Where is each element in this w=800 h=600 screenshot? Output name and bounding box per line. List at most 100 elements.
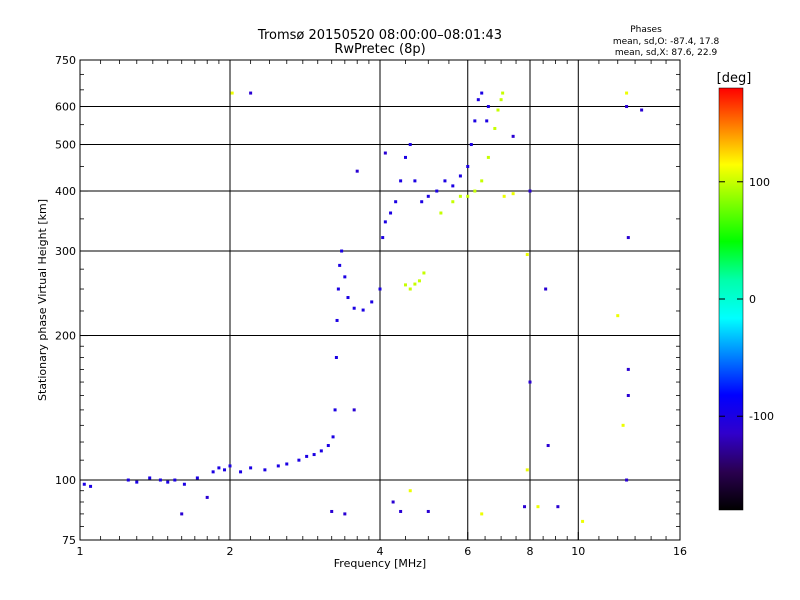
data-point [182, 482, 186, 486]
data-point [626, 367, 630, 371]
x-tick-label: 1 [77, 545, 84, 558]
data-point [408, 489, 412, 493]
data-point [443, 179, 447, 183]
data-point [486, 155, 490, 159]
colorbar-tick-label: 0 [749, 293, 756, 306]
data-point [417, 279, 421, 283]
data-point [89, 484, 93, 488]
data-point [195, 476, 199, 480]
data-point [335, 318, 339, 322]
data-point [458, 174, 462, 178]
data-point [352, 306, 356, 310]
data-point [180, 512, 184, 516]
colorbar-tick-label: -100 [749, 410, 774, 423]
data-point [501, 91, 505, 95]
data-point [126, 478, 130, 482]
data-point [403, 155, 407, 159]
data-point [511, 134, 515, 138]
data-point [626, 236, 630, 240]
data-point [326, 444, 330, 448]
data-point [305, 454, 309, 458]
data-point [391, 500, 395, 504]
data-point [228, 464, 232, 468]
data-point [217, 466, 221, 470]
y-axis-label: Stationary phase Virtual Height [km] [36, 199, 49, 401]
data-point [285, 462, 289, 466]
data-point [408, 143, 412, 147]
y-tick-label: 400 [55, 185, 76, 198]
data-point [625, 91, 629, 95]
data-point [422, 271, 426, 275]
data-point [383, 220, 387, 224]
data-point [352, 408, 356, 412]
data-point [426, 509, 430, 513]
data-point [205, 495, 209, 499]
data-point [166, 480, 170, 484]
data-point [502, 194, 506, 198]
stats-header: Phases [630, 25, 662, 35]
x-axis-label: Frequency [MHz] [334, 557, 426, 570]
data-point [378, 287, 382, 291]
data-point [239, 470, 243, 474]
data-point [223, 468, 227, 472]
x-tick-label: 2 [227, 545, 234, 558]
data-point [473, 119, 477, 123]
x-tick-label: 8 [527, 545, 534, 558]
data-point [435, 189, 439, 193]
data-point [403, 283, 407, 287]
y-tick-label: 750 [55, 54, 76, 67]
data-point [528, 380, 532, 384]
data-point [343, 275, 347, 279]
data-point [413, 282, 417, 286]
data-point [546, 444, 550, 448]
x-tick-label: 16 [673, 545, 687, 558]
data-point [399, 509, 403, 513]
data-point [361, 308, 365, 312]
data-point [355, 169, 359, 173]
data-point [312, 453, 316, 457]
data-point [625, 478, 629, 482]
data-point [336, 287, 340, 291]
chart-title: Tromsø 20150520 08:00:00–08:01:43 [257, 28, 502, 43]
colorbar-tick-label: 100 [749, 176, 770, 189]
data-point [626, 394, 630, 398]
y-tick-label: 500 [55, 139, 76, 152]
data-point [536, 505, 540, 509]
data-point [493, 126, 497, 130]
data-point [476, 98, 480, 102]
data-point [413, 179, 417, 183]
data-point [343, 512, 347, 516]
x-tick-label: 4 [377, 545, 384, 558]
data-point [485, 119, 489, 123]
data-point [525, 253, 529, 257]
data-point [334, 355, 338, 359]
y-tick-label: 300 [55, 245, 76, 258]
data-point [331, 435, 335, 439]
data-point [625, 105, 629, 109]
data-point [499, 98, 503, 102]
data-point [319, 449, 323, 453]
data-point [496, 108, 500, 112]
data-point [389, 211, 393, 215]
data-point [340, 249, 344, 253]
data-point [511, 192, 515, 196]
data-point [420, 200, 424, 204]
data-point [466, 194, 470, 198]
data-point [211, 470, 215, 474]
data-point [276, 464, 280, 468]
data-point [439, 211, 443, 215]
data-point [383, 151, 387, 155]
data-point [621, 423, 625, 427]
stats-line: mean, sd,O: -87.4, 17.8 [613, 37, 720, 47]
data-point [544, 287, 548, 291]
y-tick-label: 100 [55, 474, 76, 487]
data-point [528, 189, 532, 193]
data-point [338, 263, 342, 267]
data-point [230, 91, 234, 95]
data-point [249, 466, 253, 470]
chart-subtitle: RwPretec (8p) [334, 42, 425, 57]
data-point [148, 476, 152, 480]
data-point [249, 91, 253, 95]
data-point [346, 296, 350, 300]
